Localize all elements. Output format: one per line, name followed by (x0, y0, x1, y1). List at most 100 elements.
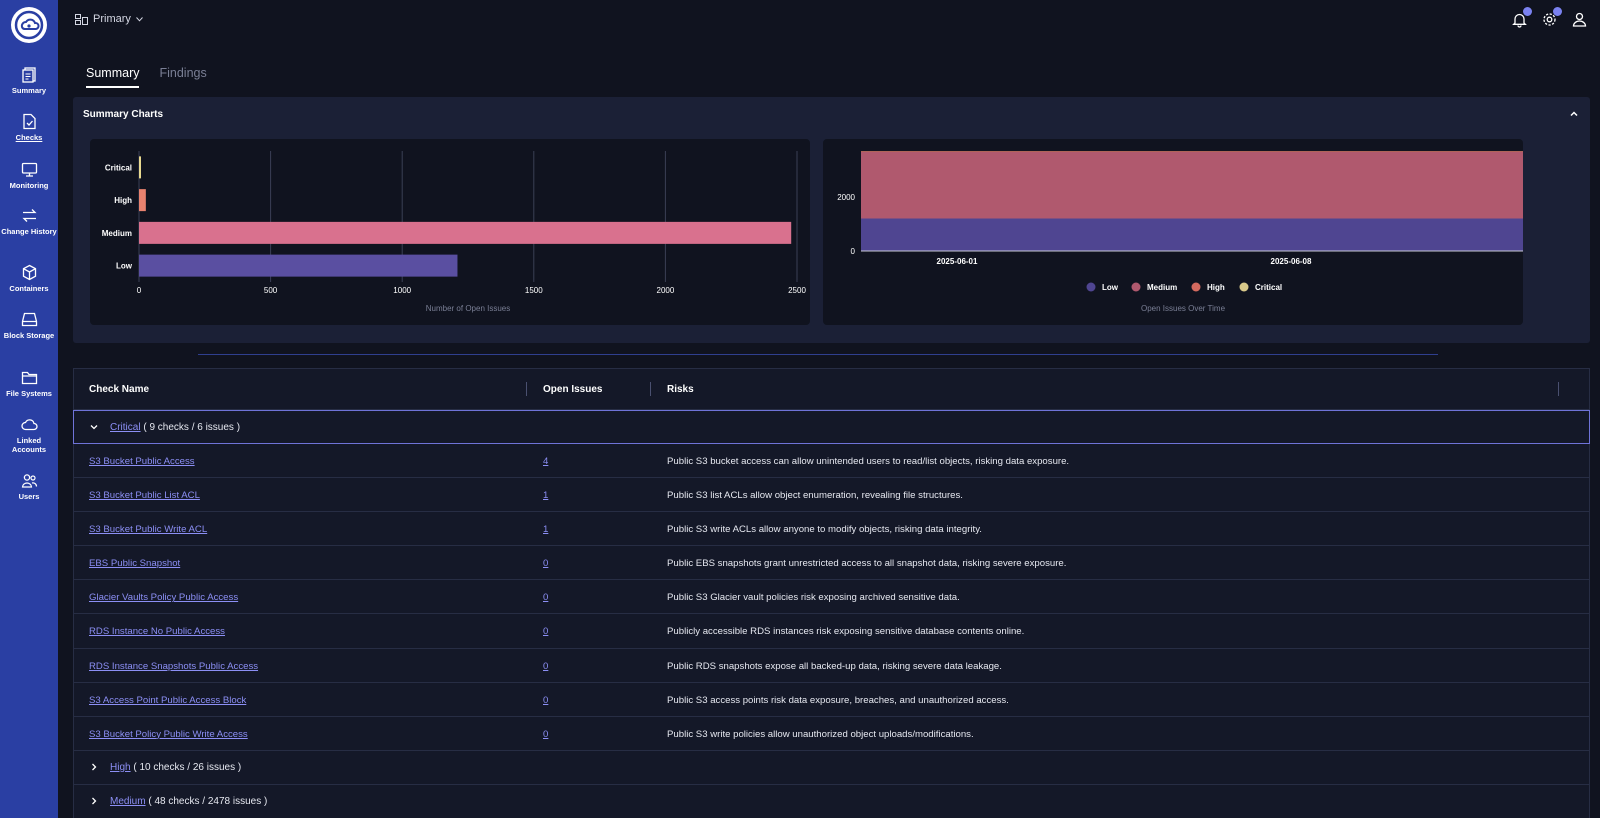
sidebar-item-linked-accounts[interactable]: Linked Accounts (0, 416, 58, 454)
header-open-issues[interactable]: Open Issues (543, 384, 603, 395)
open-issues-link[interactable]: 0 (543, 660, 549, 672)
tab-summary[interactable]: Summary (86, 66, 140, 88)
group-row-high[interactable]: High ( 10 checks / 26 issues ) (74, 751, 1589, 785)
open-issues-link[interactable]: 1 (543, 524, 549, 536)
sidebar-item-change-history[interactable]: Change History (0, 207, 58, 236)
table-row: RDS Instance Snapshots Public Access 0 Pub… (74, 649, 1589, 683)
x-tick-label: 2025-06-01 (937, 257, 978, 266)
open-issues-link[interactable]: 0 (543, 558, 549, 570)
bar-high[interactable] (139, 189, 146, 212)
y-tick-label: 2000 (837, 193, 855, 202)
check-name-link[interactable]: Glacier Vaults Policy Public Access (89, 592, 239, 604)
bar-medium[interactable] (139, 221, 792, 244)
sidebar: Summary Checks Monitoring Change History Con… (0, 0, 58, 818)
issues-bar-chart: 0 500 1000 1500 2000 2500 Critical High Medium Lo… (102, 151, 806, 313)
chevron-up-icon[interactable] (1568, 108, 1580, 120)
sidebar-item-users[interactable]: Users (0, 472, 58, 501)
header-check-name[interactable]: Check Name (89, 384, 150, 395)
chevron-right-icon[interactable] (90, 797, 98, 805)
risk-text: Publicly accessible RDS instances risk e… (667, 626, 1025, 638)
open-issues-link[interactable]: 4 (543, 456, 549, 467)
sidebar-item-label: File Systems (6, 389, 52, 398)
risk-text: Public S3 write policies allow unauthori… (667, 728, 974, 740)
sidebar-item-checks[interactable]: Checks (0, 113, 58, 142)
tab-findings[interactable]: Findings (159, 66, 207, 80)
issues-bar-chart-card: 0 500 1000 1500 2000 2500 Critical High Medium Lo… (90, 139, 810, 325)
column-separator[interactable] (1558, 382, 1559, 396)
checks-icon (22, 113, 36, 130)
legend-label[interactable]: High (1207, 283, 1225, 292)
legend-label[interactable]: Medium (1147, 283, 1177, 292)
check-name-link[interactable]: S3 Bucket Public Access (89, 456, 195, 467)
sidebar-item-label: Users (18, 492, 40, 501)
check-name-link[interactable]: S3 Bucket Public Write ACL (89, 524, 208, 536)
group-row-medium[interactable]: Medium ( 48 checks / 2478 issues ) (74, 785, 1589, 818)
sidebar-item-summary[interactable]: Summary (0, 66, 58, 95)
check-name-link[interactable]: EBS Public Snapshot (89, 558, 181, 570)
open-issues-link[interactable]: 0 (543, 592, 549, 604)
header-risks[interactable]: Risks (667, 384, 694, 395)
severity-link-critical[interactable]: Critical (110, 421, 141, 433)
check-name-link[interactable]: RDS Instance Snapshots Public Access (89, 660, 259, 672)
check-name-link[interactable]: S3 Bucket Policy Public Write Access (89, 728, 248, 740)
x-tick-label: 0 (137, 286, 142, 295)
table-row: S3 Bucket Public List ACL 1 Public S3 list… (74, 478, 1589, 513)
check-name-link[interactable]: RDS Instance No Public Access (89, 626, 225, 638)
table-row: S3 Bucket Policy Public Write Access 0 Pub… (74, 717, 1589, 751)
area-medium[interactable] (861, 151, 1523, 219)
table-row: S3 Bucket Public Access 4 Public S3 bucket… (74, 444, 1589, 479)
chevron-right-icon[interactable] (90, 763, 98, 771)
severity-link-medium[interactable]: Medium (110, 795, 146, 807)
drive-icon (21, 312, 37, 327)
area-high[interactable] (861, 151, 1523, 152)
y-tick-label: Low (116, 262, 133, 271)
checks-table: Check Name Open Issues Risks Critical ( … (73, 368, 1590, 818)
open-issues-link[interactable]: 1 (543, 490, 549, 502)
column-separator[interactable] (650, 382, 651, 396)
check-name-link[interactable]: S3 Bucket Public List ACL (89, 490, 200, 502)
group-label: Critical ( 9 checks / 6 issues ) (110, 422, 240, 433)
sidebar-item-label: Change History (1, 227, 57, 236)
monitor-icon (21, 162, 37, 177)
table-row: S3 Access Point Public Access Block 0 Publ… (74, 683, 1589, 717)
group-summary: ( 48 checks / 2478 issues ) (148, 795, 268, 807)
workspace-icon (75, 13, 88, 25)
app-logo[interactable] (11, 7, 47, 43)
sidebar-item-label: Containers (9, 284, 49, 293)
check-name-link[interactable]: S3 Access Point Public Access Block (89, 694, 247, 706)
open-issues-link[interactable]: 0 (543, 728, 549, 740)
sidebar-item-monitoring[interactable]: Monitoring (0, 161, 58, 190)
severity-link-high[interactable]: High (110, 761, 131, 773)
settings-button[interactable] (1541, 7, 1562, 28)
column-separator[interactable] (526, 382, 527, 396)
notifications-button[interactable] (1511, 7, 1532, 28)
sidebar-item-block-storage[interactable]: Block Storage (0, 311, 58, 340)
open-issues-link[interactable]: 0 (543, 694, 549, 706)
chevron-down-icon[interactable] (90, 423, 98, 431)
x-axis-label: Open Issues Over Time (1141, 304, 1226, 313)
risk-text: Public S3 Glacier vault policies risk ex… (667, 592, 960, 604)
legend-swatch (1191, 282, 1201, 292)
workspace-selector[interactable]: Primary (75, 13, 143, 25)
user-icon (1572, 12, 1587, 27)
profile-button[interactable] (1571, 11, 1588, 28)
legend-swatch (1086, 282, 1096, 292)
risk-text: Public S3 access points risk data exposu… (667, 694, 1009, 706)
legend-label[interactable]: Critical (1255, 283, 1282, 292)
open-issues-link[interactable]: 0 (543, 626, 549, 638)
bar-critical[interactable] (139, 156, 141, 179)
group-summary: ( 9 checks / 6 issues ) (143, 421, 241, 433)
panel-title: Summary Charts (83, 109, 164, 120)
x-tick-label: 1500 (525, 286, 543, 295)
swap-icon (21, 209, 37, 222)
area-low[interactable] (861, 218, 1523, 251)
group-row-critical[interactable]: Critical ( 9 checks / 6 issues ) (73, 410, 1590, 444)
page-tabs: Summary Findings (86, 66, 207, 88)
bell-icon (1512, 13, 1527, 28)
sidebar-item-file-systems[interactable]: File Systems (0, 369, 58, 398)
gear-icon (1543, 13, 1556, 26)
legend-label[interactable]: Low (1102, 283, 1119, 292)
bar-low[interactable] (139, 254, 458, 277)
notification-badge (1523, 7, 1532, 16)
sidebar-item-containers[interactable]: Containers (0, 264, 58, 293)
